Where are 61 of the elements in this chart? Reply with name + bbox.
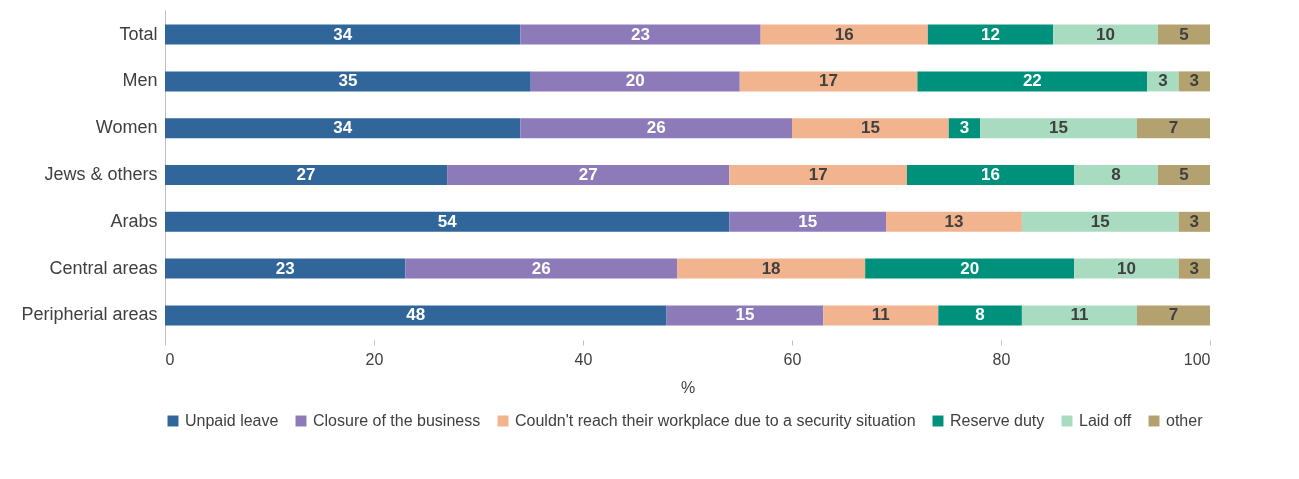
data-label: 8 (1111, 165, 1121, 184)
data-label: 3 (1158, 71, 1168, 91)
data-label: 7 (1168, 118, 1179, 138)
data-label: 34 (333, 118, 353, 138)
data-label: 5 (1179, 165, 1189, 184)
x-axis-title: % (680, 378, 696, 396)
legend-label: Closure of the business (313, 412, 481, 429)
data-label: 11 (1070, 305, 1089, 325)
data-label: 12 (981, 24, 1001, 44)
data-label: 35 (338, 71, 358, 91)
x-tick-label: 40 (574, 350, 593, 368)
data-label: 23 (275, 258, 295, 278)
data-label: 22 (1022, 71, 1042, 91)
y-tick-label: Total (119, 23, 158, 44)
legend-label: Reserve duty (950, 412, 1045, 429)
data-label: 16 (834, 24, 854, 44)
data-label: 27 (578, 165, 598, 184)
y-tick-label: Men (122, 70, 158, 91)
data-label: 15 (1049, 118, 1068, 138)
legend-label: other (1166, 412, 1204, 429)
data-label: 17 (819, 71, 839, 91)
data-label: 10 (1116, 258, 1136, 278)
data-label: 7 (1168, 305, 1179, 325)
data-label: 15 (860, 118, 880, 138)
x-tick-label: 0 (165, 350, 175, 368)
data-label: 54 (437, 211, 458, 231)
data-label: 20 (625, 71, 645, 91)
y-tick-label: Women (95, 117, 158, 138)
data-label: 48 (406, 305, 426, 325)
data-label: 23 (631, 24, 650, 44)
x-tick-label: 60 (783, 350, 802, 368)
data-label: 34 (333, 24, 353, 44)
data-label: 16 (981, 165, 1001, 184)
data-label: 15 (735, 305, 755, 325)
y-tick-label: Arabs (110, 210, 158, 231)
data-label: 10 (1096, 24, 1115, 44)
x-tick-label: 100 (1183, 350, 1211, 368)
y-tick-label: Jews & others (44, 164, 158, 184)
data-label: 3 (1189, 211, 1200, 231)
data-label: 3 (1189, 71, 1200, 91)
legend-label: Unpaid leave (185, 412, 279, 429)
data-label: 18 (761, 258, 781, 278)
data-label: 15 (1090, 211, 1110, 231)
data-label: 20 (960, 258, 980, 278)
x-tick-label: 20 (365, 350, 384, 368)
data-label: 5 (1179, 24, 1189, 44)
data-label: 11 (871, 305, 890, 325)
data-label: 27 (296, 165, 316, 184)
data-label: 3 (959, 118, 970, 138)
y-tick-label: Central areas (49, 257, 158, 278)
legend-label: Couldn't reach their workplace due to a security situation (515, 412, 916, 429)
data-label: 15 (798, 211, 818, 231)
data-label: 26 (531, 258, 551, 278)
data-label: 3 (1189, 258, 1200, 278)
data-label: 13 (944, 211, 964, 231)
x-tick-label: 80 (992, 350, 1011, 368)
y-tick-label: Peripherial areas (21, 304, 158, 325)
data-label: 26 (646, 118, 666, 138)
legend-label: Laid off (1079, 412, 1132, 429)
data-label: 8 (975, 305, 985, 325)
data-label: 17 (808, 165, 828, 184)
